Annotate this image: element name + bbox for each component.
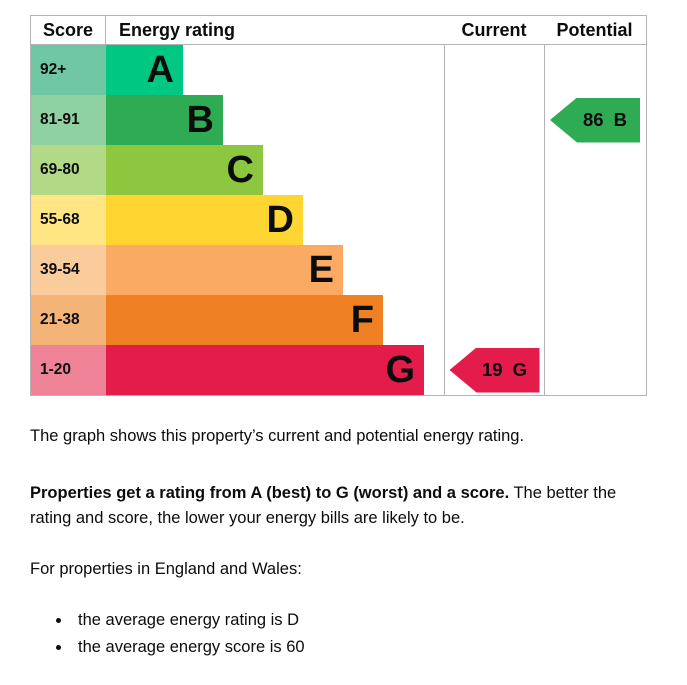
band-g-score-range: 1-20 <box>31 345 106 395</box>
potential-score: 86 <box>583 109 604 130</box>
band-e-score-range: 39-54 <box>31 245 106 295</box>
averages-list: the average energy rating is D the avera… <box>72 607 644 660</box>
chart-description: The graph shows this property’s current … <box>30 424 644 661</box>
potential-rating-arrow: 86 B <box>550 97 640 143</box>
band-e-bar: E <box>106 245 343 295</box>
band-a-rating-cell: A <box>106 45 444 95</box>
band-d-rating-cell: D <box>106 195 444 245</box>
band-d-current-cell <box>444 195 544 245</box>
explanation-paragraph: Properties get a rating from A (best) to… <box>30 481 644 531</box>
band-row-c: 69-80 C <box>31 145 646 195</box>
band-d-potential-cell <box>544 195 645 245</box>
band-f-score-range: 21-38 <box>31 295 106 345</box>
band-g-rating-cell: G <box>106 345 444 395</box>
current-rating-arrow: 19 G <box>449 347 540 393</box>
explanation-bold-text: Properties get a rating from A (best) to… <box>30 484 510 502</box>
chart-header-row: Score Energy rating Current Potential <box>31 16 646 45</box>
potential-band-letter: B <box>613 109 627 130</box>
band-c-current-cell <box>444 145 544 195</box>
band-a-bar: A <box>106 45 183 95</box>
band-f-bar: F <box>106 295 383 345</box>
band-row-g: 1-20 G 19 G <box>31 345 646 395</box>
band-e-current-cell <box>444 245 544 295</box>
band-b-bar: B <box>106 95 223 145</box>
band-d-letter: D <box>266 199 294 241</box>
band-e-rating-cell: E <box>106 245 444 295</box>
band-g-bar: G <box>106 345 424 395</box>
energy-rating-chart: Score Energy rating Current Potential 92… <box>30 15 647 396</box>
band-g-potential-cell <box>544 345 645 395</box>
band-a-letter: A <box>146 49 174 91</box>
band-f-potential-cell <box>544 295 645 345</box>
band-e-letter: E <box>308 249 334 291</box>
for-properties-heading: For properties in England and Wales: <box>30 560 302 578</box>
current-band-letter: G <box>512 359 527 380</box>
band-a-current-cell <box>444 45 544 95</box>
band-row-e: 39-54 E <box>31 245 646 295</box>
band-b-current-cell <box>444 95 544 145</box>
band-g-current-cell: 19 G <box>444 345 544 395</box>
band-d-score-range: 55-68 <box>31 195 106 245</box>
header-potential: Potential <box>556 19 633 40</box>
band-b-potential-cell: 86 B <box>544 95 645 145</box>
band-a-score-range: 92+ <box>31 45 106 95</box>
band-f-letter: F <box>350 299 374 341</box>
band-c-potential-cell <box>544 145 645 195</box>
lead-paragraph: The graph shows this property’s current … <box>30 427 525 445</box>
band-row-a: 92+ A <box>31 45 646 95</box>
band-e-potential-cell <box>544 245 645 295</box>
band-c-rating-cell: C <box>106 145 444 195</box>
band-row-f: 21-38 F <box>31 295 646 345</box>
band-g-letter: G <box>385 349 415 391</box>
average-rating-item: the average energy rating is D <box>72 607 644 633</box>
current-score: 19 <box>482 359 503 380</box>
band-c-bar: C <box>106 145 263 195</box>
band-d-bar: D <box>106 195 303 245</box>
band-b-rating-cell: B <box>106 95 444 145</box>
band-c-letter: C <box>226 149 254 191</box>
band-a-potential-cell <box>544 45 645 95</box>
band-b-letter: B <box>186 99 214 141</box>
band-row-b: 81-91 B 86 B <box>31 95 646 145</box>
band-b-score-range: 81-91 <box>31 95 106 145</box>
header-current: Current <box>461 19 527 40</box>
explanation-rest-text: The better the rating and score, the low… <box>30 484 617 527</box>
header-score: Score <box>31 16 106 44</box>
header-energy-rating: Energy rating <box>119 19 236 40</box>
band-f-rating-cell: F <box>106 295 444 345</box>
average-score-item: the average energy score is 60 <box>72 634 644 660</box>
band-c-score-range: 69-80 <box>31 145 106 195</box>
band-row-d: 55-68 D <box>31 195 646 245</box>
band-f-current-cell <box>444 295 544 345</box>
